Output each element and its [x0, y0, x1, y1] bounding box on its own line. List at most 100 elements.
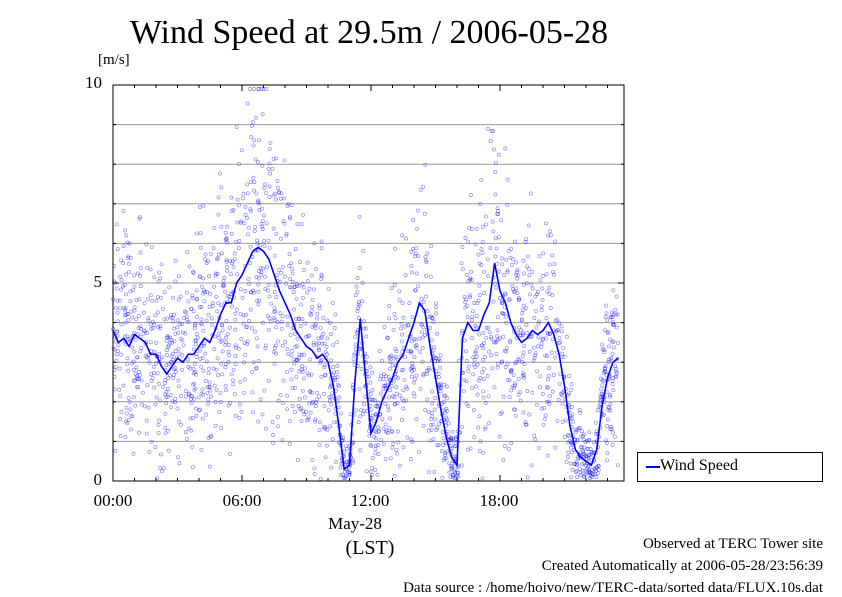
- scatter-point: [340, 472, 345, 477]
- scatter-point: [477, 293, 482, 298]
- scatter-point: [310, 297, 315, 302]
- scatter-point: [614, 294, 619, 299]
- scatter-point: [285, 407, 290, 412]
- scatter-point: [610, 310, 614, 315]
- scatter-point: [469, 269, 474, 274]
- scatter-point: [330, 300, 335, 305]
- scatter-point: [214, 294, 219, 299]
- scatter-point: [387, 425, 392, 430]
- scatter-point: [155, 371, 160, 376]
- scatter-point: [594, 432, 599, 437]
- scatter-point: [125, 240, 130, 245]
- scatter-point: [324, 345, 329, 349]
- scatter-point: [249, 290, 254, 295]
- scatter-point: [299, 367, 304, 372]
- scatter-point: [464, 401, 469, 406]
- scatter-point: [295, 457, 300, 462]
- scatter-point: [424, 369, 429, 374]
- scatter-point: [426, 470, 431, 475]
- scatter-point: [248, 209, 253, 214]
- scatter-point: [504, 320, 509, 325]
- scatter-point: [207, 274, 212, 279]
- scatter-point: [117, 387, 122, 392]
- scatter-point: [332, 370, 337, 375]
- scatter-point: [199, 317, 204, 322]
- scatter-point: [495, 315, 500, 320]
- scatter-point: [395, 429, 400, 434]
- scatter-point: [197, 205, 202, 209]
- scatter-point: [123, 313, 128, 318]
- scatter-point: [211, 366, 216, 371]
- scatter-point: [611, 312, 616, 317]
- scatter-point: [229, 372, 234, 377]
- scatter-point: [159, 452, 163, 457]
- scatter-point: [478, 376, 483, 380]
- scatter-point: [525, 475, 530, 480]
- scatter-point: [231, 264, 236, 269]
- scatter-point: [379, 437, 383, 442]
- scatter-point: [510, 283, 515, 288]
- scatter-point: [532, 433, 537, 438]
- scatter-point: [444, 456, 449, 461]
- scatter-point: [494, 339, 499, 344]
- scatter-point: [204, 318, 209, 323]
- scatter-point: [477, 414, 482, 419]
- scatter-point: [560, 351, 565, 356]
- scatter-point: [551, 269, 556, 274]
- scatter-point: [420, 359, 425, 364]
- scatter-point: [399, 326, 403, 331]
- scatter-point: [402, 378, 407, 383]
- scatter-point: [388, 416, 392, 421]
- scatter-point: [289, 203, 294, 208]
- scatter-point: [332, 375, 337, 380]
- scatter-point: [611, 322, 616, 327]
- scatter-point: [172, 373, 176, 377]
- scatter-point: [280, 343, 285, 348]
- scatter-point: [171, 376, 175, 381]
- scatter-point: [226, 360, 231, 365]
- scatter-point: [362, 319, 367, 324]
- scatter-point: [115, 298, 120, 303]
- scatter-point: [415, 284, 420, 289]
- scatter-point: [127, 400, 132, 404]
- scatter-point: [274, 295, 279, 300]
- scatter-point: [285, 370, 290, 375]
- scatter-point: [404, 236, 409, 241]
- scatter-point: [156, 325, 161, 330]
- scatter-point: [188, 397, 193, 402]
- scatter-point: [313, 267, 318, 272]
- scatter-point: [244, 215, 249, 220]
- scatter-point: [393, 246, 398, 251]
- scatter-point: [176, 346, 181, 351]
- scatter-point: [517, 297, 522, 302]
- scatter-point: [411, 218, 416, 223]
- scatter-point: [241, 313, 246, 318]
- scatter-point: [227, 353, 232, 358]
- scatter-point: [438, 385, 443, 390]
- scatter-point: [131, 367, 136, 372]
- scatter-point: [539, 406, 544, 411]
- scatter-point: [475, 362, 480, 367]
- scatter-point: [200, 356, 205, 360]
- scatter-point: [567, 391, 572, 396]
- scatter-point: [300, 364, 304, 369]
- scatter-point: [387, 356, 392, 360]
- scatter-point: [553, 318, 558, 323]
- scatter-point: [587, 437, 592, 442]
- scatter-point: [256, 282, 261, 287]
- scatter-point: [339, 473, 343, 478]
- scatter-point: [435, 443, 440, 448]
- scatter-point: [546, 233, 551, 238]
- scatter-point: [541, 251, 546, 256]
- scatter-point: [460, 424, 465, 429]
- scatter-point: [537, 254, 542, 259]
- scatter-point: [113, 448, 118, 453]
- scatter-point: [608, 393, 613, 397]
- scatter-point: [322, 341, 327, 346]
- scatter-point: [545, 331, 550, 336]
- scatter-point: [325, 427, 330, 432]
- scatter-point: [239, 219, 244, 224]
- scatter-point: [514, 359, 519, 364]
- scatter-point: [180, 367, 184, 372]
- scatter-point: [508, 368, 513, 373]
